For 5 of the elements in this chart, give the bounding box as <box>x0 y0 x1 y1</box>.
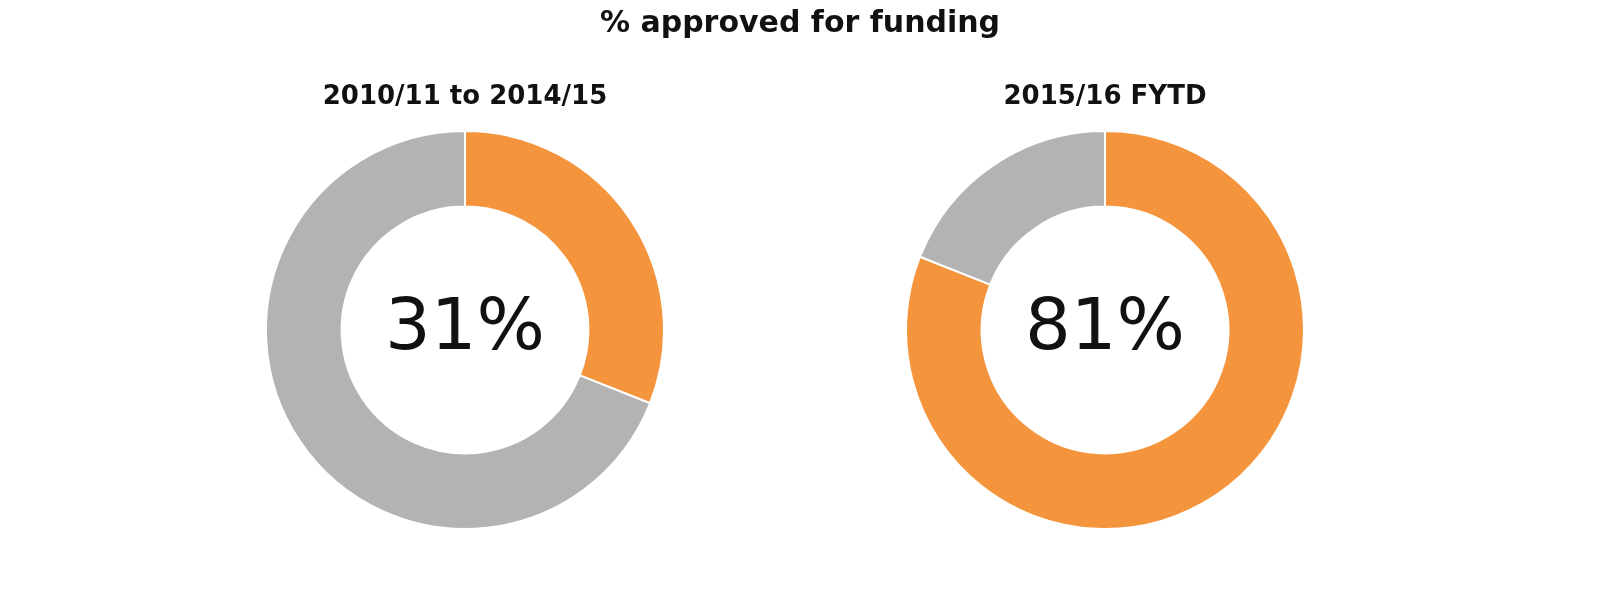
chart-subtitle: 2015/16 FYTD <box>1002 79 1208 112</box>
text: % approved for funding <box>598 4 1002 39</box>
text: 81% <box>1024 281 1186 366</box>
chart-subtitle: 2010/11 to 2014/15 <box>321 79 609 112</box>
text: 31% <box>384 281 546 366</box>
